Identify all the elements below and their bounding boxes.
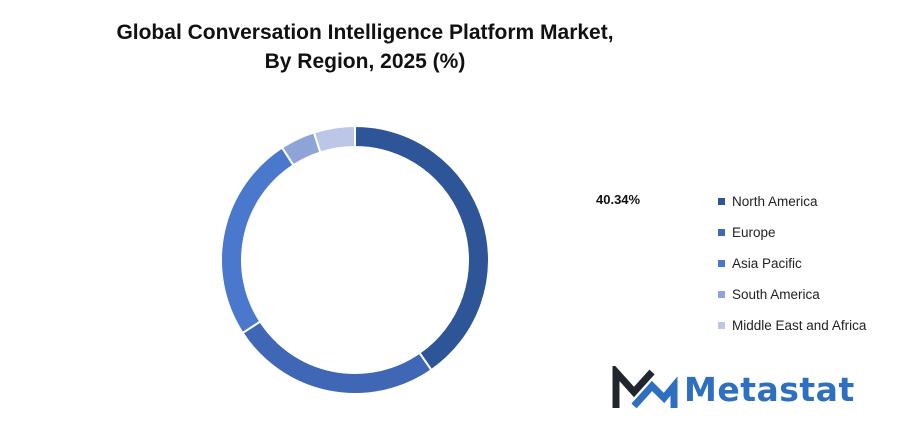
chart-legend: North America Europe Asia Pacific South …: [718, 186, 866, 341]
donut-chart: [220, 124, 490, 395]
donut-slice-asia-pacific: [220, 146, 295, 335]
logo-text: Metastat: [684, 369, 855, 409]
legend-label: North America: [732, 194, 818, 209]
legend-item-asia-pacific: Asia Pacific: [718, 248, 866, 279]
donut-slice-europe: [241, 320, 433, 395]
legend-item-south-america: South America: [718, 279, 866, 310]
legend-item-north-america: North America: [718, 186, 866, 217]
legend-label: Asia Pacific: [732, 256, 802, 271]
donut-slice-north-america: [354, 124, 490, 372]
chart-title-line-1: Global Conversation Intelligence Platfor…: [116, 21, 614, 44]
legend-item-middle-east-africa: Middle East and Africa: [718, 310, 866, 341]
legend-label: South America: [732, 287, 820, 302]
donut-slice-middle-east-and-africa: [312, 124, 356, 154]
metastat-logo: Metastat: [612, 366, 855, 412]
legend-label: Middle East and Africa: [732, 318, 867, 333]
legend-label: Europe: [732, 225, 776, 240]
legend-swatch: [718, 291, 725, 298]
legend-swatch: [718, 260, 725, 267]
legend-swatch: [718, 322, 725, 329]
chart-title-line-2: By Region, 2025 (%): [264, 50, 466, 73]
legend-item-europe: Europe: [718, 217, 866, 248]
legend-swatch: [718, 198, 725, 205]
north-america-data-label: 40.34%: [596, 192, 641, 207]
chart-title: Global Conversation Intelligence Platfor…: [60, 18, 670, 76]
legend-swatch: [718, 229, 725, 236]
metastat-m-logo-icon: [612, 366, 678, 409]
